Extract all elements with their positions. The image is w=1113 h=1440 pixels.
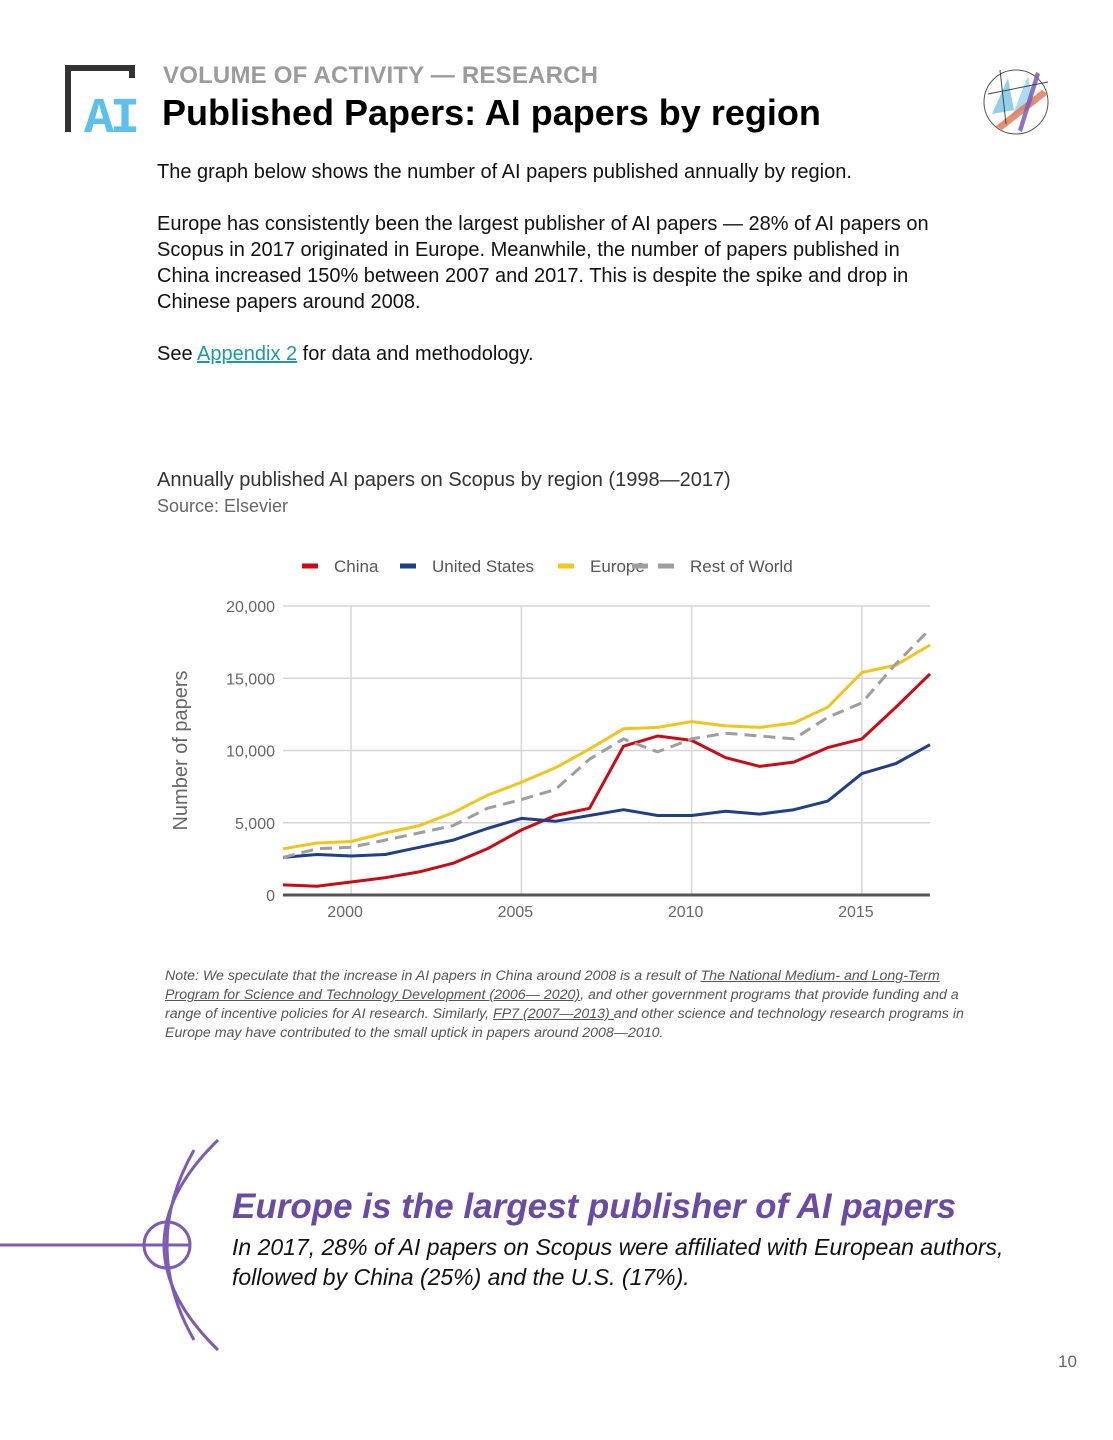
y-tick-label: 15,000 — [226, 671, 275, 688]
appendix-paragraph: See Appendix 2 for data and methodology. — [157, 341, 957, 367]
note-mid: , and other government programs that pro… — [165, 987, 959, 1022]
chart-title: Annually published AI papers on Scopus b… — [157, 469, 731, 491]
note-pre: Note: We speculate that the increase in … — [165, 968, 701, 984]
legend-label: Europe — [590, 557, 645, 576]
chart-note: Note: We speculate that the increase in … — [165, 967, 965, 1043]
series-line-rest-of-world — [282, 628, 932, 859]
x-tick-label: 2005 — [498, 904, 534, 921]
series-line-china — [282, 672, 932, 888]
intro-text: The graph below shows the number of AI p… — [157, 161, 852, 183]
callout-headline: Europe is the largest publisher of AI pa… — [232, 1187, 957, 1226]
callout-body: In 2017, 28% of AI papers on Scopus were… — [232, 1234, 1004, 1290]
series-line-united-states — [282, 743, 931, 859]
europe-paragraph: Europe has consistently been the largest… — [157, 211, 957, 315]
y-axis-label: Number of papers — [170, 670, 192, 830]
note-post: and other science and technology researc… — [165, 1006, 964, 1041]
x-tick-label: 2000 — [327, 904, 363, 921]
page-title: Published Papers: AI papers by region — [162, 92, 821, 133]
ai-index-logo: AI — [65, 65, 141, 136]
y-tick-label: 0 — [266, 888, 275, 905]
series-line-europe — [282, 643, 931, 851]
y-tick-label: 20,000 — [226, 599, 275, 616]
logo-text: AI — [84, 91, 137, 136]
appendix-post: for data and methodology. — [297, 343, 534, 365]
page-number: 10 — [1058, 1352, 1077, 1371]
legend-label: China — [334, 557, 379, 576]
y-tick-label: 5,000 — [235, 816, 275, 833]
legend-label: Rest of World — [690, 557, 793, 576]
appendix-pre: See — [157, 343, 198, 365]
europe-text: Europe has consistently been the largest… — [157, 213, 929, 313]
appendix-2-link[interactable]: Appendix 2 — [197, 343, 298, 365]
chart-source: Source: Elsevier — [157, 496, 289, 516]
legend-label: United States — [432, 557, 534, 576]
x-tick-label: 2015 — [838, 904, 874, 921]
line-chart: 0 5,000 10,000 15,000 20,000 2000 2005 2010 2015… — [170, 557, 932, 921]
fp7-link[interactable]: FP7 (2007—2013) — [493, 1006, 614, 1022]
national-program-link[interactable]: The National Medium- and Long-Term Progr… — [165, 968, 940, 1003]
x-tick-label: 2010 — [668, 904, 704, 921]
intro-paragraph: The graph below shows the number of AI p… — [157, 159, 957, 185]
callout-decoration — [0, 1138, 220, 1352]
section-label: VOLUME OF ACTIVITY — RESEARCH — [163, 62, 599, 89]
decorative-globe-icon — [983, 69, 1049, 135]
y-tick-label: 10,000 — [226, 744, 275, 761]
